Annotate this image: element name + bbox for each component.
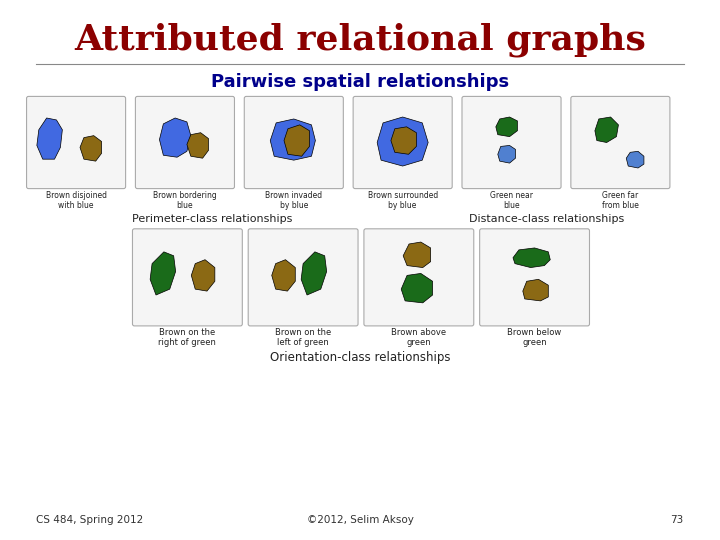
Polygon shape bbox=[498, 145, 516, 163]
Text: Attributed relational graphs: Attributed relational graphs bbox=[74, 22, 646, 57]
Text: ©2012, Selim Aksoy: ©2012, Selim Aksoy bbox=[307, 515, 413, 525]
Polygon shape bbox=[391, 127, 416, 154]
Polygon shape bbox=[626, 151, 644, 168]
Text: 73: 73 bbox=[670, 515, 684, 525]
Polygon shape bbox=[192, 260, 215, 291]
Polygon shape bbox=[377, 117, 428, 166]
Polygon shape bbox=[271, 260, 295, 291]
FancyBboxPatch shape bbox=[364, 229, 474, 326]
Text: Green near
blue: Green near blue bbox=[490, 191, 533, 210]
Polygon shape bbox=[187, 133, 209, 158]
Text: Brown on the
left of green: Brown on the left of green bbox=[275, 328, 331, 347]
FancyBboxPatch shape bbox=[571, 97, 670, 188]
Text: Brown above
green: Brown above green bbox=[391, 328, 446, 347]
FancyBboxPatch shape bbox=[135, 97, 235, 188]
Polygon shape bbox=[159, 118, 191, 157]
Polygon shape bbox=[401, 273, 433, 303]
Polygon shape bbox=[403, 242, 431, 267]
Polygon shape bbox=[513, 248, 550, 267]
Text: Pairwise spatial relationships: Pairwise spatial relationships bbox=[211, 73, 509, 91]
Text: Orientation-class relationships: Orientation-class relationships bbox=[270, 352, 450, 365]
Text: Brown disjoined
with blue: Brown disjoined with blue bbox=[45, 191, 107, 210]
Text: Distance-class relationships: Distance-class relationships bbox=[469, 214, 624, 224]
Text: Green far
from blue: Green far from blue bbox=[602, 191, 639, 210]
FancyBboxPatch shape bbox=[248, 229, 358, 326]
Text: CS 484, Spring 2012: CS 484, Spring 2012 bbox=[36, 515, 143, 525]
FancyBboxPatch shape bbox=[244, 97, 343, 188]
FancyBboxPatch shape bbox=[353, 97, 452, 188]
Polygon shape bbox=[595, 117, 618, 143]
Text: Perimeter-class relationships: Perimeter-class relationships bbox=[132, 214, 293, 224]
Polygon shape bbox=[496, 117, 518, 137]
Polygon shape bbox=[270, 119, 315, 160]
Text: Brown on the
right of green: Brown on the right of green bbox=[158, 328, 216, 347]
Text: Brown below
green: Brown below green bbox=[508, 328, 562, 347]
FancyBboxPatch shape bbox=[462, 97, 561, 188]
Polygon shape bbox=[523, 279, 549, 301]
FancyBboxPatch shape bbox=[27, 97, 125, 188]
Polygon shape bbox=[301, 252, 327, 295]
FancyBboxPatch shape bbox=[480, 229, 590, 326]
FancyBboxPatch shape bbox=[132, 229, 243, 326]
Polygon shape bbox=[37, 118, 63, 159]
Text: Brown surrounded
by blue: Brown surrounded by blue bbox=[367, 191, 438, 210]
Text: Brown invaded
by blue: Brown invaded by blue bbox=[265, 191, 323, 210]
Polygon shape bbox=[150, 252, 176, 295]
Polygon shape bbox=[284, 125, 310, 156]
Text: Brown bordering
blue: Brown bordering blue bbox=[153, 191, 217, 210]
Polygon shape bbox=[80, 136, 102, 161]
